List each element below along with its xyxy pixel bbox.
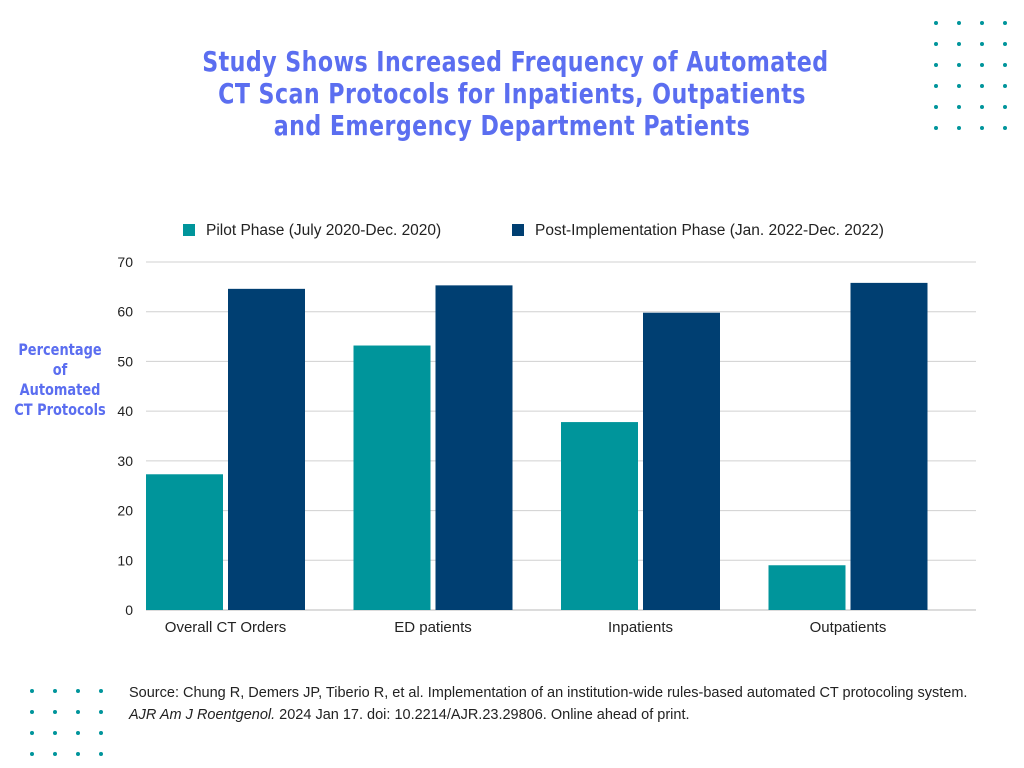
y-tick-label: 0 [125,602,133,618]
y-axis-label-line-1: Percentage [18,340,102,359]
source-text-end: 2024 Jan 17. doi: 10.2214/AJR.23.29806. … [275,707,690,723]
y-tick-label: 20 [117,503,133,519]
decorative-dot [957,84,961,88]
legend-pilot-swatch [183,224,195,236]
decorative-dot [980,63,984,67]
decorative-dot [30,710,34,714]
y-tick-label: 50 [117,353,133,369]
title-line-1: Study Shows Increased Frequency of Autom… [202,45,829,78]
decorative-dot [934,105,938,109]
decorative-dot [934,63,938,67]
y-axis-label-line-3: Automated [19,380,101,399]
decorative-dot [957,105,961,109]
decorative-dot [1003,42,1007,46]
decorative-dot [980,126,984,130]
bar-post [850,282,928,610]
decorative-dot [1003,21,1007,25]
bar-pilot [353,345,431,610]
source-citation: Source: Chung R, Demers JP, Tiberio R, e… [129,682,989,726]
decorative-dot [980,42,984,46]
decorative-dot [1003,63,1007,67]
decorative-dot [99,752,103,756]
bar-pilot [146,474,223,610]
bar-post [643,312,720,610]
decorative-dot [934,21,938,25]
y-axis-label-line-2: of [52,360,68,379]
chart-title: Study Shows Increased Frequency of Autom… [202,45,829,142]
decorative-dot [30,731,34,735]
decorative-dot-grid-bottom [30,689,103,756]
decorative-dot [934,42,938,46]
decorative-dot [76,710,80,714]
decorative-dot [934,84,938,88]
bar-pilot [768,565,846,610]
decorative-dot [980,21,984,25]
bar-pilot [561,422,638,610]
title-line-3: and Emergency Department Patients [273,109,751,142]
title-line-2: CT Scan Protocols for Inpatients, Outpat… [218,77,806,110]
bar-post [228,288,305,610]
decorative-dot [99,731,103,735]
decorative-dot [53,710,57,714]
legend-post-label: Post-Implementation Phase (Jan. 2022-Dec… [535,222,884,239]
decorative-dot [76,731,80,735]
decorative-dot [53,752,57,756]
decorative-dot [957,21,961,25]
y-axis-label-line-4: CT Protocols [14,400,106,419]
source-journal: AJR Am J Roentgenol. [129,707,276,723]
decorative-dot [1003,126,1007,130]
y-tick-label: 60 [117,304,133,320]
decorative-dot [957,42,961,46]
decorative-dot [76,689,80,693]
legend-pilot-label: Pilot Phase (July 2020-Dec. 2020) [206,222,441,239]
x-tick-label: Inpatients [608,619,673,636]
y-tick-label: 40 [117,403,133,419]
decorative-dot [76,752,80,756]
decorative-dot-grid-top [934,21,1007,130]
legend-post-swatch [512,224,524,236]
decorative-dot [980,84,984,88]
decorative-dot [1003,84,1007,88]
bar-post [435,285,513,610]
y-tick-label: 70 [117,254,133,270]
y-axis-label: Percentage of Automated CT Protocols [10,340,111,420]
decorative-dot [30,689,34,693]
y-tick-label: 10 [117,552,133,568]
y-tick-label: 30 [117,453,133,469]
decorative-dot [53,689,57,693]
decorative-dot [53,731,57,735]
decorative-dot [99,710,103,714]
source-text: Source: Chung R, Demers JP, Tiberio R, e… [129,685,968,701]
x-tick-label: Overall CT Orders [165,619,286,636]
x-tick-label: ED patients [394,619,472,636]
decorative-dot [30,752,34,756]
decorative-dot [1003,105,1007,109]
decorative-dot [957,63,961,67]
x-tick-label: Outpatients [810,619,887,636]
decorative-dot [957,126,961,130]
decorative-dot [99,689,103,693]
decorative-dot [980,105,984,109]
decorative-dot [934,126,938,130]
